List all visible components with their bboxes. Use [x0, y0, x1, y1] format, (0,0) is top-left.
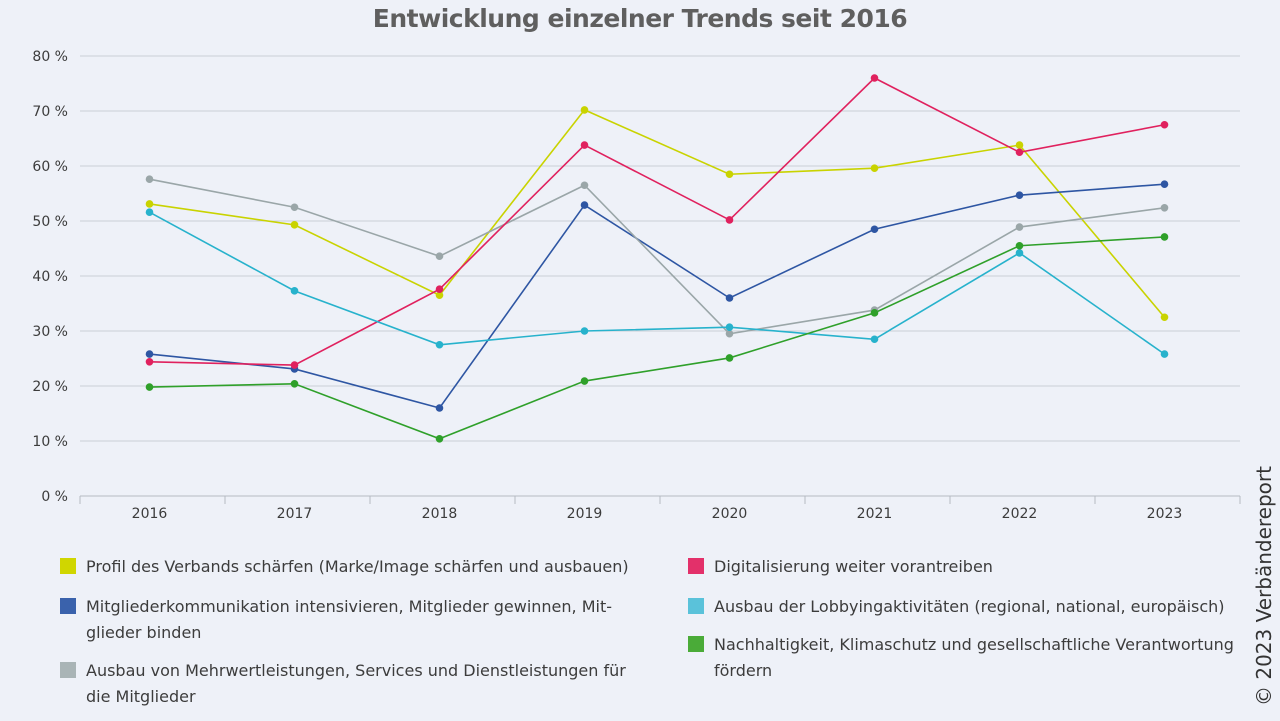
legend-swatch — [688, 636, 704, 652]
data-point-4 — [145, 208, 154, 216]
data-point-4 — [1015, 249, 1024, 257]
data-point-5 — [870, 309, 879, 317]
legend-label: Digitalisierung weiter vorantreiben — [714, 557, 993, 576]
data-point-5 — [290, 380, 299, 388]
legend-item-lobbying: Ausbau der Lobbyingaktivitäten (regional… — [688, 594, 1225, 620]
data-point-3 — [870, 74, 879, 82]
legend-item-profil: Profil des Verbands schärfen (Marke/Imag… — [60, 554, 629, 580]
data-point-0 — [435, 291, 444, 300]
series-line-4 — [149, 211, 1165, 355]
data-point-1 — [145, 350, 154, 358]
legend-swatch — [60, 558, 76, 574]
data-point-0 — [145, 200, 154, 208]
data-point-5 — [1015, 241, 1024, 250]
data-point-5 — [1160, 233, 1169, 241]
data-point-1 — [725, 294, 734, 302]
legend-item-mehrwert: Ausbau von Mehrwertleistungen, Services … — [60, 658, 626, 710]
data-point-3 — [1015, 148, 1024, 157]
legend-item-nachhaltigkeit: Nachhaltigkeit, Klimaschutz und gesellsc… — [688, 632, 1234, 684]
y-tick-label: 80 % — [32, 49, 68, 65]
data-point-4 — [290, 287, 299, 295]
data-point-1 — [1160, 180, 1169, 188]
series-line-0 — [149, 108, 1166, 318]
data-point-1 — [1015, 191, 1024, 199]
y-tick-label: 40 % — [32, 269, 68, 285]
copyright-notice: © 2023 Verbändereport — [1252, 466, 1276, 706]
x-tick-label: 2023 — [1147, 506, 1183, 522]
data-point-2 — [725, 329, 734, 338]
data-point-3 — [435, 285, 444, 294]
y-tick-label: 70 % — [32, 104, 68, 120]
data-point-5 — [580, 377, 589, 385]
data-point-4 — [580, 327, 589, 335]
data-point-3 — [1160, 120, 1169, 129]
x-tick-label: 2021 — [857, 506, 893, 522]
y-tick-label: 30 % — [32, 324, 68, 340]
data-point-0 — [1015, 141, 1024, 149]
series-line-3 — [149, 77, 1165, 366]
data-point-3 — [145, 358, 154, 366]
x-tick-label: 2017 — [277, 506, 313, 522]
legend-label: Mitgliederkommunikation intensivieren, M… — [86, 597, 613, 616]
x-tick-label: 2019 — [567, 506, 603, 522]
chart-title: Entwicklung einzelner Trends seit 2016 — [372, 4, 908, 33]
data-point-2 — [1160, 204, 1169, 212]
legend-label: Nachhaltigkeit, Klimaschutz und gesellsc… — [714, 635, 1234, 654]
data-point-3 — [725, 216, 734, 224]
data-point-4 — [435, 340, 444, 349]
data-point-4 — [870, 335, 879, 344]
line-chart: 0 % 10 % 20 % 30 % 40 % 50 % 60 % 70 % 80 % 2016 2… — [32, 49, 1241, 522]
y-tick-label: 0 % — [41, 489, 68, 505]
data-point-5 — [145, 383, 154, 391]
series-line-2 — [149, 178, 1165, 335]
data-point-2 — [1015, 223, 1024, 231]
data-point-1 — [580, 201, 589, 209]
y-tick-label: 10 % — [32, 434, 68, 450]
x-tick-label: 2020 — [712, 506, 748, 522]
data-point-0 — [580, 106, 589, 114]
data-point-2 — [435, 252, 444, 260]
data-point-2 — [145, 175, 154, 183]
data-point-3 — [290, 361, 299, 369]
legend-item-digital: Digitalisierung weiter vorantreiben — [688, 554, 993, 580]
data-point-3 — [580, 141, 589, 149]
x-tick-label: 2022 — [1002, 506, 1038, 522]
data-point-2 — [580, 181, 589, 190]
data-point-1 — [870, 225, 879, 234]
legend-label: Profil des Verbands schärfen (Marke/Imag… — [86, 557, 629, 576]
legend-label-cont: glieder binden — [86, 623, 202, 642]
y-tick-label: 50 % — [32, 214, 68, 230]
series-line-5 — [149, 236, 1165, 440]
legend-swatch — [60, 662, 76, 678]
legend-swatch — [688, 598, 704, 614]
legend-label-cont: fördern — [714, 661, 773, 680]
data-point-4 — [725, 323, 734, 331]
data-point-0 — [290, 221, 299, 229]
series-line-1 — [149, 183, 1165, 409]
y-tick-label: 20 % — [32, 379, 68, 395]
data-point-5 — [725, 354, 734, 362]
data-point-0 — [725, 170, 734, 179]
data-point-4 — [1160, 350, 1169, 358]
data-point-1 — [435, 404, 444, 412]
data-point-2 — [290, 203, 299, 212]
legend-label: Ausbau der Lobbyingaktivitäten (regional… — [714, 597, 1225, 616]
data-point-5 — [435, 435, 444, 443]
y-tick-label: 60 % — [32, 159, 68, 175]
legend-label: Ausbau von Mehrwertleistungen, Services … — [86, 661, 626, 680]
legend-swatch — [688, 558, 704, 574]
data-point-0 — [1160, 313, 1169, 322]
x-tick-label: 2016 — [132, 506, 168, 522]
data-point-0 — [870, 164, 879, 172]
legend-item-mitglieder: Mitgliederkommunikation intensivieren, M… — [60, 594, 612, 646]
legend-swatch — [60, 598, 76, 614]
x-tick-label: 2018 — [422, 506, 458, 522]
legend-label-cont: die Mitglieder — [86, 687, 196, 706]
